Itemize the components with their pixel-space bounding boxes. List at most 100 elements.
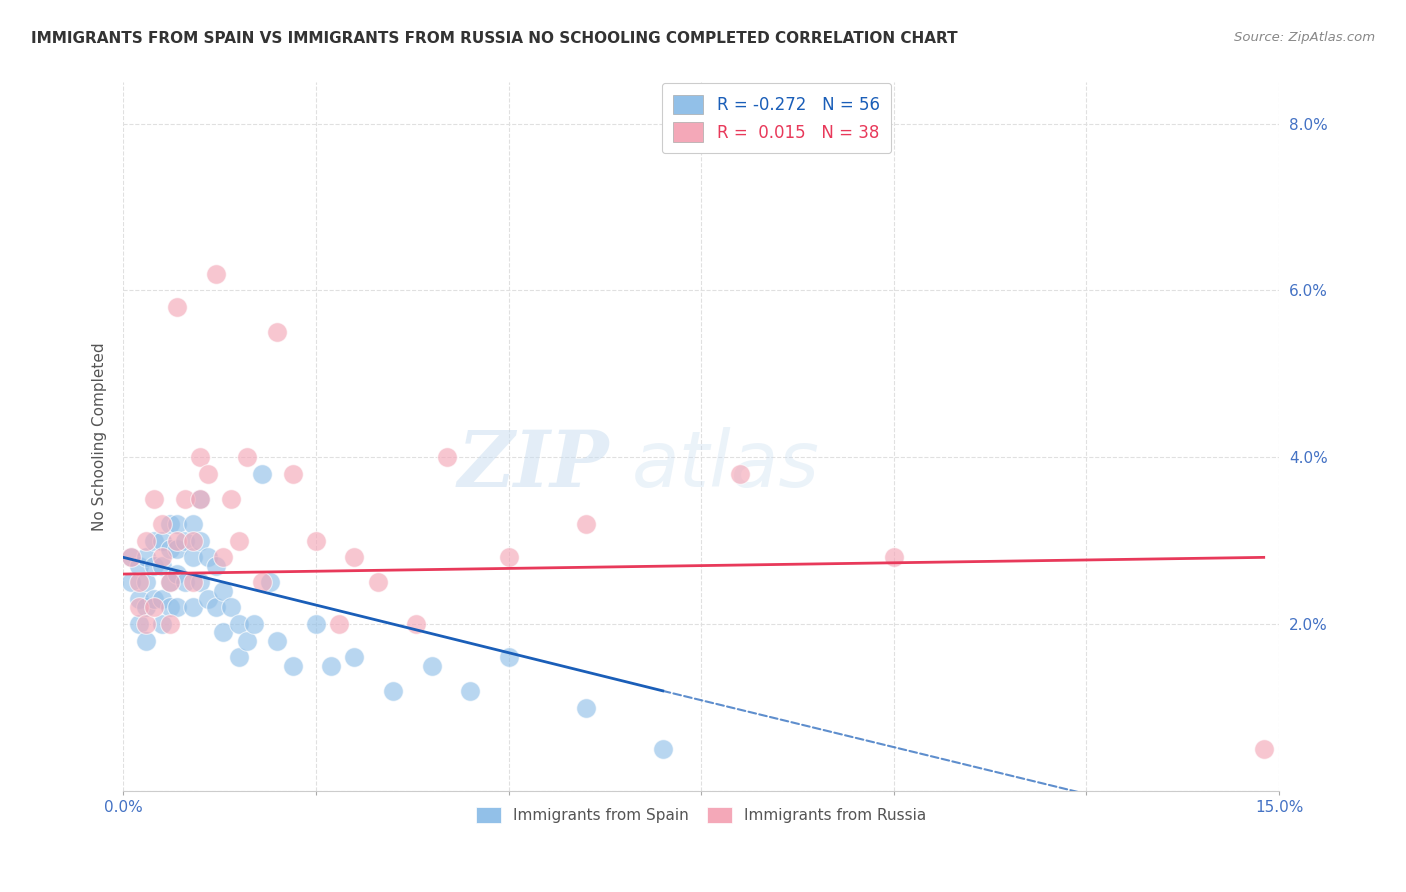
Point: [405, 617, 427, 632]
Point: [120, 550, 142, 565]
Point: [367, 575, 389, 590]
Point: [159, 617, 181, 632]
Point: [181, 516, 204, 531]
Text: IMMIGRANTS FROM SPAIN VS IMMIGRANTS FROM RUSSIA NO SCHOOLING COMPLETED CORRELATI: IMMIGRANTS FROM SPAIN VS IMMIGRANTS FROM…: [31, 31, 957, 46]
Point: [235, 633, 257, 648]
Point: [382, 683, 405, 698]
Point: [197, 592, 219, 607]
Point: [143, 600, 166, 615]
Point: [321, 658, 343, 673]
Point: [166, 516, 188, 531]
Point: [305, 617, 328, 632]
Point: [159, 516, 181, 531]
Point: [181, 600, 204, 615]
Point: [266, 325, 288, 339]
Point: [135, 550, 157, 565]
Point: [190, 450, 212, 465]
Point: [143, 533, 166, 548]
Point: [159, 542, 181, 557]
Point: [498, 650, 520, 665]
Point: [228, 617, 250, 632]
Point: [212, 625, 235, 640]
Point: [150, 533, 173, 548]
Point: [1253, 742, 1275, 756]
Point: [259, 575, 281, 590]
Legend: Immigrants from Spain, Immigrants from Russia: Immigrants from Spain, Immigrants from R…: [470, 800, 932, 830]
Y-axis label: No Schooling Completed: No Schooling Completed: [93, 343, 107, 531]
Point: [190, 491, 212, 506]
Point: [166, 542, 188, 557]
Point: [281, 467, 304, 481]
Point: [212, 550, 235, 565]
Point: [128, 617, 150, 632]
Point: [305, 533, 328, 548]
Point: [174, 491, 197, 506]
Point: [181, 533, 204, 548]
Point: [159, 575, 181, 590]
Point: [150, 592, 173, 607]
Point: [135, 575, 157, 590]
Point: [150, 558, 173, 573]
Point: [250, 575, 273, 590]
Point: [651, 742, 673, 756]
Point: [228, 533, 250, 548]
Text: atlas: atlas: [631, 426, 820, 503]
Point: [135, 633, 157, 648]
Point: [212, 583, 235, 598]
Point: [436, 450, 458, 465]
Point: [228, 650, 250, 665]
Point: [143, 491, 166, 506]
Point: [128, 600, 150, 615]
Point: [150, 617, 173, 632]
Point: [166, 567, 188, 582]
Point: [281, 658, 304, 673]
Point: [128, 592, 150, 607]
Point: [143, 558, 166, 573]
Point: [159, 600, 181, 615]
Point: [458, 683, 481, 698]
Point: [143, 592, 166, 607]
Point: [120, 575, 142, 590]
Point: [150, 550, 173, 565]
Point: [219, 600, 242, 615]
Point: [197, 550, 219, 565]
Point: [174, 575, 197, 590]
Point: [159, 575, 181, 590]
Point: [243, 617, 266, 632]
Point: [120, 550, 142, 565]
Point: [204, 558, 226, 573]
Point: [204, 600, 226, 615]
Point: [190, 575, 212, 590]
Point: [197, 467, 219, 481]
Point: [343, 550, 366, 565]
Point: [235, 450, 257, 465]
Point: [190, 533, 212, 548]
Text: ZIP: ZIP: [457, 426, 609, 503]
Point: [181, 550, 204, 565]
Point: [343, 650, 366, 665]
Point: [166, 300, 188, 314]
Point: [128, 575, 150, 590]
Point: [174, 533, 197, 548]
Point: [135, 600, 157, 615]
Point: [128, 558, 150, 573]
Point: [328, 617, 350, 632]
Point: [728, 467, 751, 481]
Point: [498, 550, 520, 565]
Point: [204, 267, 226, 281]
Point: [575, 700, 598, 714]
Text: Source: ZipAtlas.com: Source: ZipAtlas.com: [1234, 31, 1375, 45]
Point: [166, 533, 188, 548]
Point: [575, 516, 598, 531]
Point: [166, 600, 188, 615]
Point: [135, 617, 157, 632]
Point: [190, 491, 212, 506]
Point: [420, 658, 443, 673]
Point: [266, 633, 288, 648]
Point: [135, 533, 157, 548]
Point: [883, 550, 905, 565]
Point: [150, 516, 173, 531]
Point: [219, 491, 242, 506]
Point: [250, 467, 273, 481]
Point: [181, 575, 204, 590]
